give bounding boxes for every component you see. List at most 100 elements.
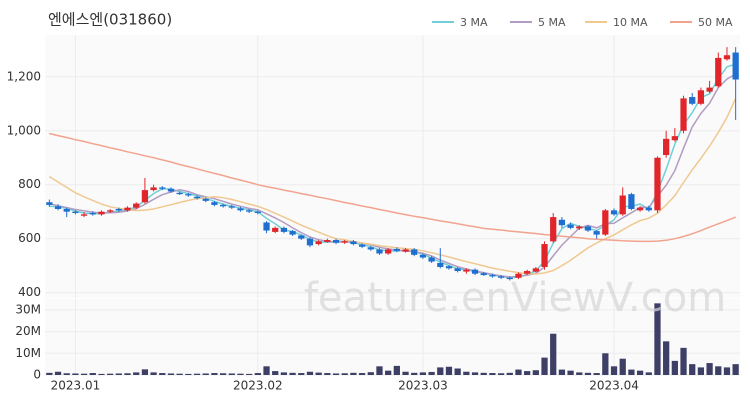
volume-bar <box>237 373 244 375</box>
x-tick-label: 2023.04 <box>589 379 639 393</box>
volume-bar <box>628 369 635 375</box>
volume-bar <box>219 373 227 375</box>
volume-bar <box>280 372 288 375</box>
ma-line <box>49 132 736 243</box>
candle-body <box>610 210 618 215</box>
candle-body <box>237 208 244 211</box>
candle-body <box>689 97 696 104</box>
volume-bar <box>645 372 652 375</box>
volume-bar <box>124 373 131 375</box>
volume-bar <box>246 373 253 375</box>
volume-bar <box>115 373 122 375</box>
y-tick-label: 400 <box>18 285 41 299</box>
ma-line <box>49 73 737 278</box>
candle-body <box>167 188 175 192</box>
candle-body <box>324 240 331 242</box>
candle-body <box>628 194 635 209</box>
volume-bar <box>332 373 340 375</box>
candle-body <box>124 207 131 211</box>
y-tick-label: 1,200 <box>7 69 41 83</box>
volume-bar <box>610 366 618 375</box>
candle-body <box>228 206 235 208</box>
candle-body <box>80 214 88 216</box>
volume-bar <box>98 373 105 375</box>
candle-body <box>636 207 644 211</box>
volume-bar <box>107 373 114 375</box>
volume-bar <box>402 371 409 375</box>
volume-tick-label: 20M <box>15 324 41 338</box>
volume-tick-label: 10M <box>15 346 41 360</box>
volume-bar <box>63 373 70 375</box>
volume-bar <box>306 371 314 375</box>
volume-bar <box>419 372 427 375</box>
x-tick-label: 2023.03 <box>398 379 448 393</box>
volume-bar <box>584 372 592 375</box>
legend-label: 5 MA <box>538 16 566 29</box>
volume-bar <box>567 370 574 375</box>
legend-label: 3 MA <box>460 16 488 29</box>
volume-bar <box>367 372 374 375</box>
candle-body <box>298 235 305 239</box>
volume-bar <box>602 353 609 375</box>
candle-body <box>306 238 314 246</box>
volume-bar <box>576 372 583 375</box>
candle-body <box>385 249 392 254</box>
candle-body <box>211 202 218 205</box>
candle-body <box>550 217 557 242</box>
volume-bar <box>445 366 453 375</box>
volume-bar <box>324 373 331 375</box>
candle-body <box>402 249 409 252</box>
volume-bar <box>697 367 705 375</box>
candle-body <box>593 231 600 235</box>
y-tick-label: 1,000 <box>7 123 41 137</box>
volume-bar <box>715 366 722 375</box>
candle-body <box>671 136 678 141</box>
volume-bar <box>202 373 209 375</box>
candle-body <box>463 269 470 272</box>
volume-bar <box>619 358 626 375</box>
candle-body <box>411 249 418 255</box>
candle-body <box>280 227 288 232</box>
candle-body <box>219 204 227 207</box>
candle-body <box>732 52 739 80</box>
candle-body <box>263 222 270 231</box>
candle-body <box>489 275 496 277</box>
candle-body <box>332 240 340 243</box>
chart-title: 엔에스엔(031860) <box>48 11 172 29</box>
candle-body <box>54 206 62 209</box>
volume-bar <box>689 364 696 375</box>
candle-body <box>584 226 592 231</box>
candle-body <box>541 244 548 267</box>
volume-bar <box>176 373 183 375</box>
volume-bar <box>341 373 348 375</box>
volume-bar <box>532 370 539 375</box>
volume-bar <box>506 372 513 375</box>
volume-bar <box>376 366 383 375</box>
watermark: feature.enViewV.com <box>304 275 726 321</box>
x-tick-label: 2023.02 <box>233 379 283 393</box>
candle-body <box>358 244 366 247</box>
candle-body <box>107 210 114 212</box>
volume-bar <box>706 363 713 375</box>
volume-bar <box>54 371 62 375</box>
volume-bar <box>454 368 461 375</box>
y-tick-label: 800 <box>18 177 41 191</box>
candle-body <box>506 277 513 280</box>
candle-body <box>524 271 531 274</box>
candle-body <box>576 226 583 229</box>
candle-body <box>272 227 279 232</box>
candle-body <box>715 57 722 87</box>
volume-bar <box>193 373 201 375</box>
candle-body <box>723 55 731 60</box>
candle-body <box>289 231 296 235</box>
candle-body <box>567 224 574 228</box>
volume-bar <box>480 372 487 375</box>
volume-bar <box>428 371 435 375</box>
candle-body <box>376 249 383 254</box>
candle-body <box>367 247 374 250</box>
candle-body <box>497 276 505 278</box>
candle-body <box>558 219 566 226</box>
volume-bar <box>211 373 218 375</box>
volume-bar <box>471 372 479 375</box>
